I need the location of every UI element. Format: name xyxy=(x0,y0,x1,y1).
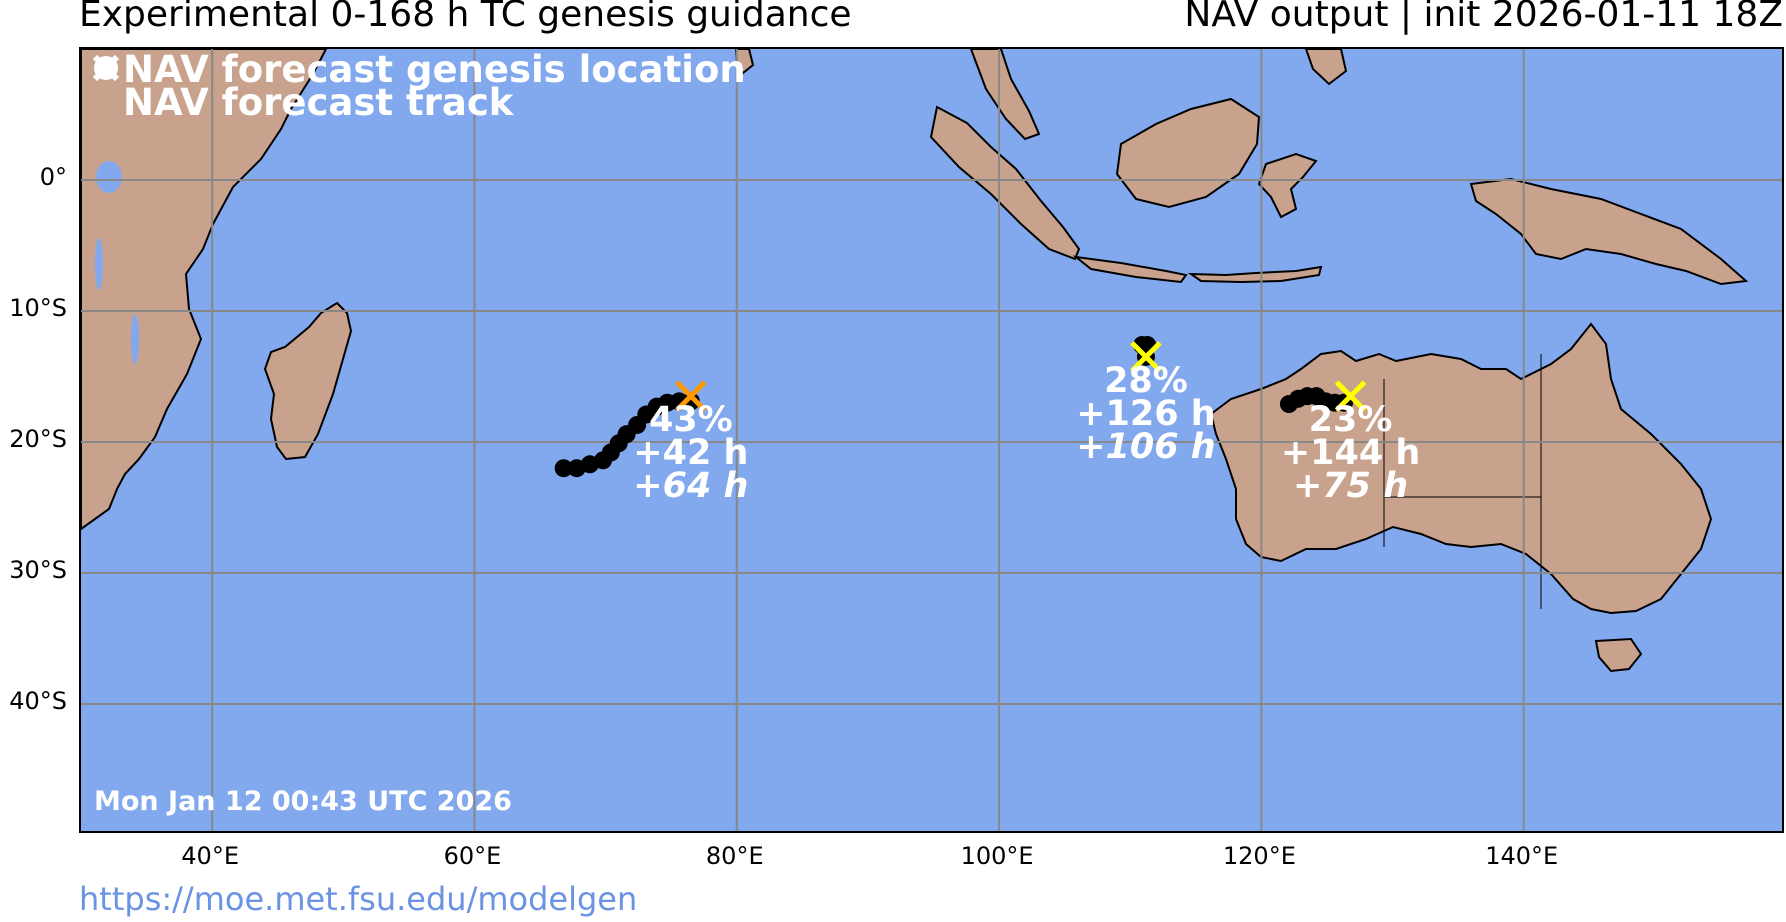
genesis-time: +42 h xyxy=(633,433,749,474)
genesis-x-icon[interactable] xyxy=(675,380,707,412)
storm-label: 43% +42 h +64 h xyxy=(633,400,749,507)
genesis-time: +144 h xyxy=(1280,433,1421,474)
lat-tick-label: 10°S xyxy=(9,294,67,322)
genesis-probability: 23% xyxy=(1308,400,1393,441)
inland-lakes xyxy=(95,161,139,364)
track-point xyxy=(681,392,700,411)
storm-label: 23% +144 h +75 h xyxy=(1280,400,1421,507)
lon-tick-label: 80°E xyxy=(705,842,764,870)
genesis-probability: 43% xyxy=(648,400,733,441)
lon-tick-label: 140°E xyxy=(1485,842,1559,870)
genesis-time: +126 h xyxy=(1076,393,1216,434)
lake-tanganyika xyxy=(95,238,103,290)
lake-malawi xyxy=(131,314,139,364)
genesis-x-icon[interactable] xyxy=(1334,380,1367,412)
land-java xyxy=(1072,255,1188,284)
lon-tick-label: 120°E xyxy=(1222,842,1296,870)
genesis-markers xyxy=(675,341,1367,412)
lead-time: +106 h xyxy=(1076,426,1216,467)
lat-tick-label: 40°S xyxy=(9,687,67,715)
lead-time: +75 h xyxy=(1292,466,1409,507)
source-url-link[interactable]: https://moe.met.fsu.edu/modelgen xyxy=(79,880,638,918)
legend-track-label: NAV forecast track xyxy=(123,81,514,124)
lon-tick-label: 60°E xyxy=(443,842,502,870)
chart-subtitle: NAV output | init 2026-01-11 18Z xyxy=(1184,0,1783,35)
land-tasmania xyxy=(1594,637,1643,673)
map-panel[interactable]: NAV forecast genesis location NAV foreca… xyxy=(79,47,1784,833)
lat-tick-label: 20°S xyxy=(9,425,67,453)
graticule xyxy=(81,49,1782,831)
land-sumatra xyxy=(929,105,1081,261)
lake-victoria xyxy=(96,161,122,193)
land-new-guinea xyxy=(1469,177,1749,286)
chart-title: Experimental 0-168 h TC genesis guidance xyxy=(79,0,852,35)
land-africa xyxy=(81,49,328,531)
legend-genesis-label: NAV forecast genesis location xyxy=(123,48,746,91)
land-philippines xyxy=(1304,49,1348,86)
lon-tick-label: 40°E xyxy=(181,842,239,870)
track-point xyxy=(554,459,573,478)
timestamp: Mon Jan 12 00:43 UTC 2026 xyxy=(94,786,512,817)
map-canvas xyxy=(81,49,1782,831)
land-lesser-sunda xyxy=(1187,265,1323,284)
lead-time: +64 h xyxy=(633,466,749,507)
legend-row-track: NAV forecast track xyxy=(91,56,746,124)
genesis-x-icon[interactable] xyxy=(1130,341,1162,373)
storm-label: 28% +126 h +106 h xyxy=(1076,360,1216,467)
legend: NAV forecast genesis location NAV foreca… xyxy=(91,48,746,124)
lat-tick-label: 0° xyxy=(39,163,67,191)
lat-tick-label: 30°S xyxy=(9,556,67,584)
lon-tick-label: 100°E xyxy=(960,842,1034,870)
land-madagascar xyxy=(263,301,353,461)
land-sulawesi xyxy=(1257,152,1318,219)
land-malaysia xyxy=(969,49,1041,141)
legend-row-genesis: NAV forecast genesis location xyxy=(91,48,746,91)
state-borders xyxy=(1383,354,1542,609)
genesis-probability: 28% xyxy=(1104,360,1188,401)
